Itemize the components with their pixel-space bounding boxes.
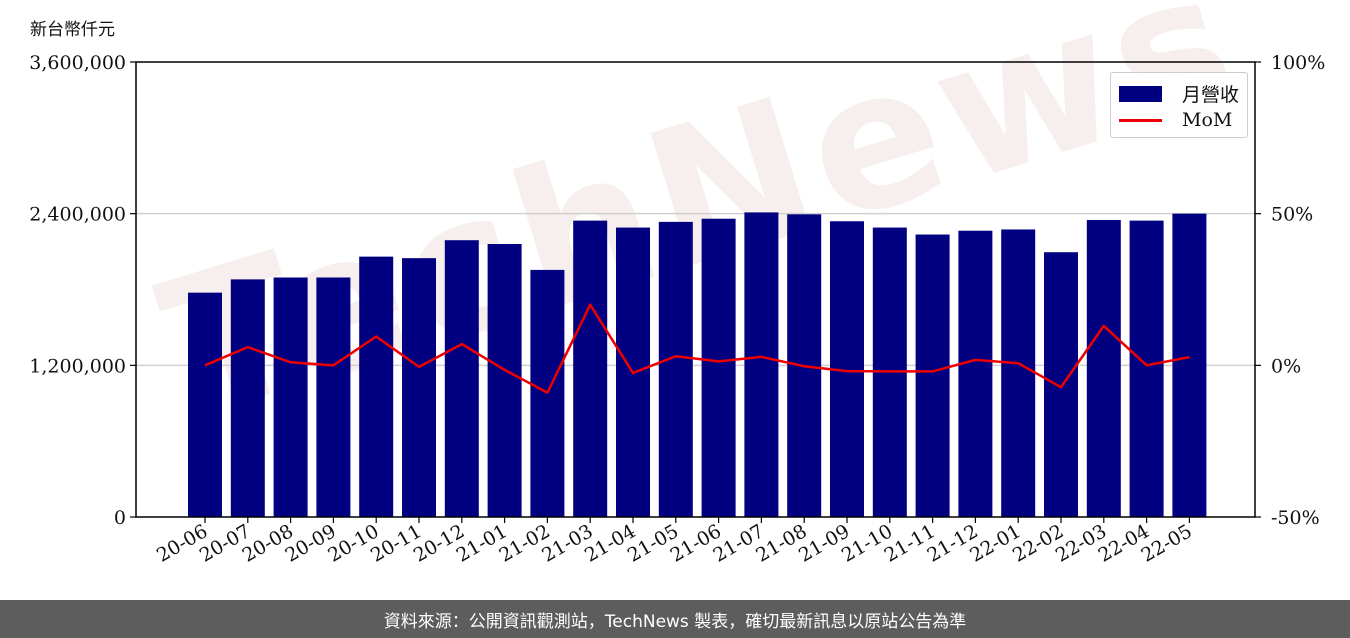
revenue-bar [273,277,308,517]
legend-line-swatch [1119,118,1162,122]
revenue-bar [744,212,779,517]
revenue-bar [1129,220,1164,518]
revenue-bar [230,279,265,517]
revenue-bar [1086,219,1121,517]
plot-frame [135,61,1256,518]
mom-line [204,303,1190,394]
chart-area: TechNews 新台幣仟元 0 1,200,000 2,400,000 3,600,… [29,0,1325,567]
revenue-bar [487,244,522,517]
legend-label-mom: MoM [1182,109,1233,131]
revenue-bar [188,292,222,517]
y-right-tick-label: 50% [1271,204,1313,226]
x-tick-label: 22-05 [1137,520,1195,566]
y-left-tick-label: 1,200,000 [29,355,126,377]
revenue-bar [573,220,608,518]
y-right-tick-label: -50% [1271,507,1320,529]
chart-svg: 0 1,200,000 2,400,000 3,600,000 -50% 0% 50% 100… [29,52,1325,567]
legend-bar-swatch [1119,85,1162,102]
revenue-bar [359,256,394,517]
y-axis-unit-label: 新台幣仟元 [30,20,115,40]
revenue-bar [915,234,950,518]
legend-item-mom: MoM [1119,109,1232,131]
revenue-bar [958,230,993,517]
legend-item-revenue: 月營收 [1119,80,1239,107]
source-footer: 資料來源：公開資訊觀測站，TechNews 製表，確切最新訊息以原站公告為準 [0,600,1350,638]
revenue-bar [316,277,351,517]
y-left-tick-label: 2,400,000 [29,204,126,226]
revenue-bar [444,240,479,518]
revenue-bar [701,218,736,517]
legend-label-revenue: 月營收 [1182,84,1240,106]
y-right-tick-label: 0% [1271,355,1301,377]
revenue-bar [1044,252,1078,517]
revenue-bar [1001,229,1036,517]
y-right-tick-label: 100% [1271,52,1325,74]
footer-text: 資料來源：公開資訊觀測站，TechNews 製表，確切最新訊息以原站公告為準 [383,611,967,632]
revenue-bar [658,221,693,517]
revenue-bar [402,258,436,517]
y-left-tick-label: 3,600,000 [29,52,126,74]
y-left-tick-label: 0 [114,507,126,529]
legend: 月營收 MoM [1110,72,1248,138]
revenue-bar [1172,213,1207,517]
